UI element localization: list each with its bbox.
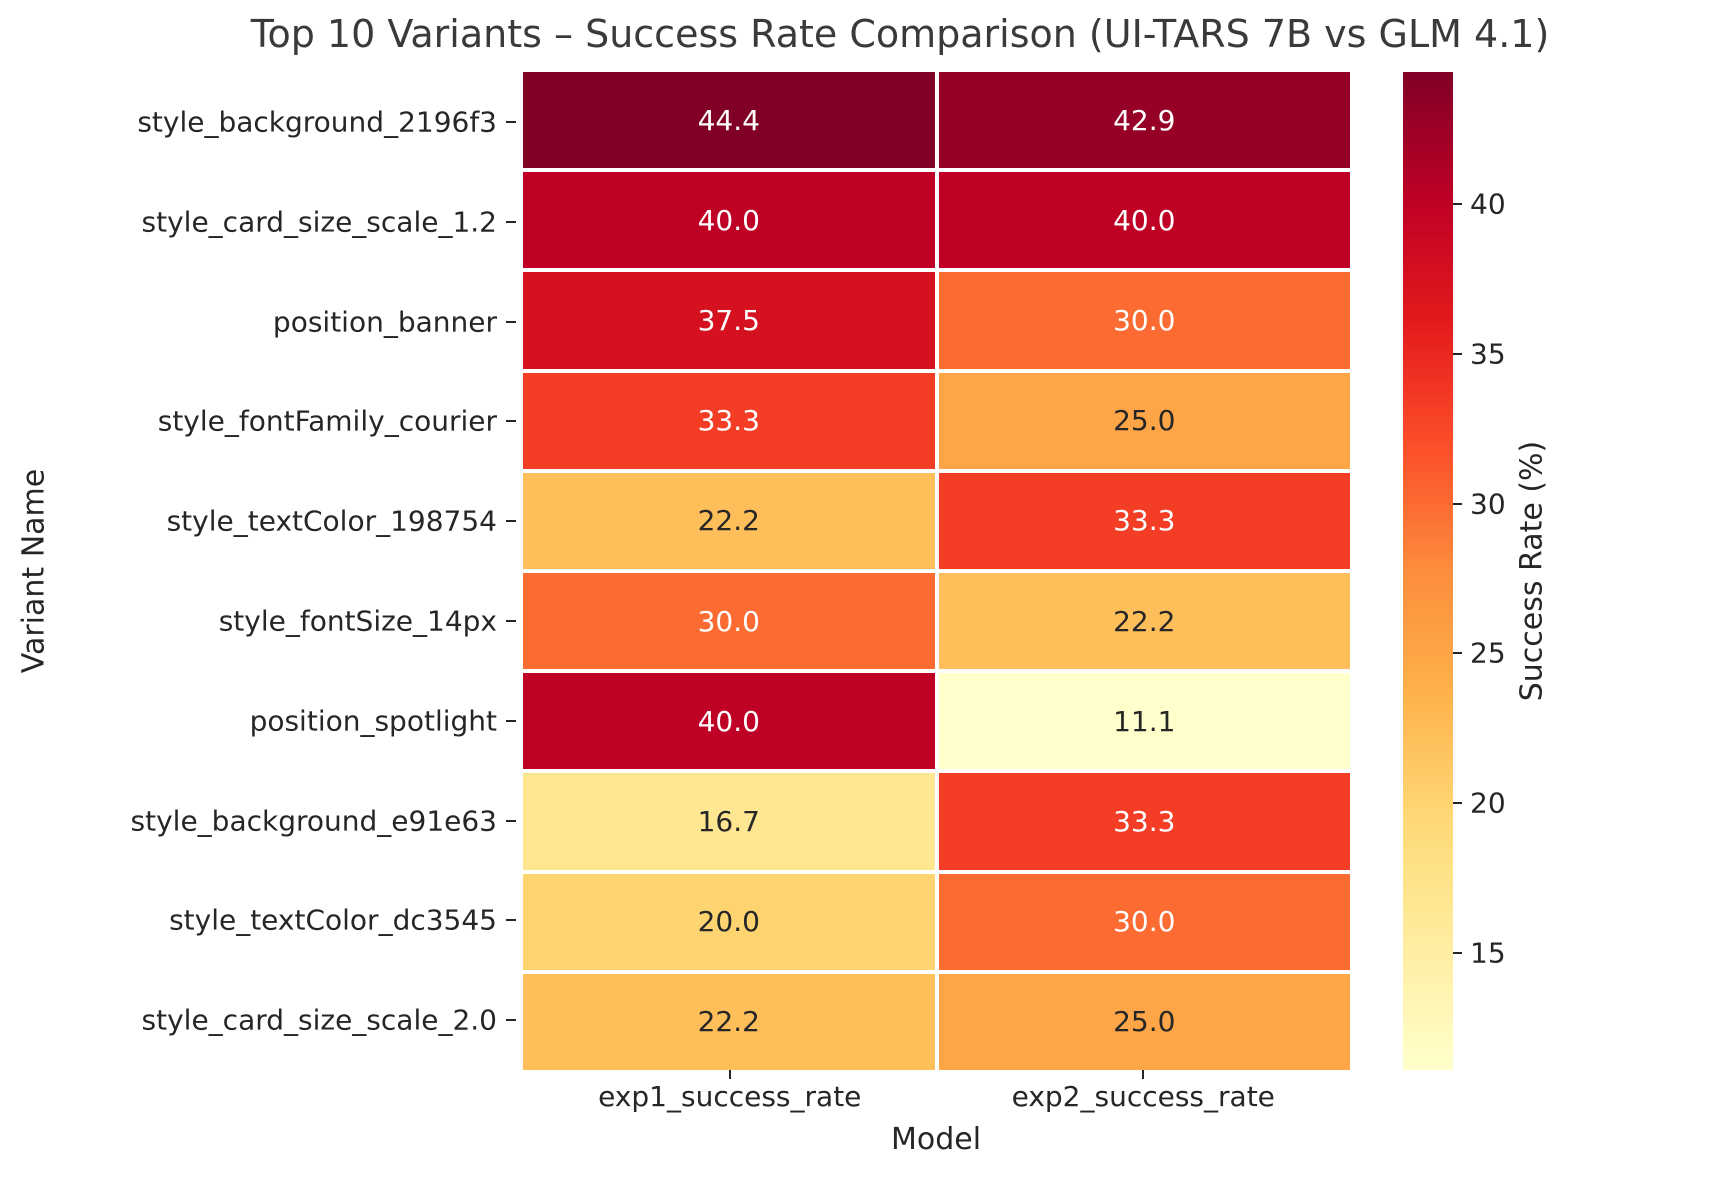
heatmap-grid: 44.4 42.9 40.0 40.0 37.5 30.0 33.3 25.0 22.2 33.3…	[523, 72, 1350, 1070]
y-tick-mark	[506, 520, 516, 523]
colorbar-tick-label-20: 20	[1470, 786, 1506, 820]
row-label-style_textColor_dc3545: style_textColor_dc3545	[169, 903, 497, 937]
heatmap-cell-style_card_size_scale_2.0-exp1_success_rate: 22.2	[523, 973, 935, 1070]
row-label-style_card_size_scale_2.0: style_card_size_scale_2.0	[141, 1003, 497, 1037]
row-label-style_textColor_198754: style_textColor_198754	[166, 504, 497, 538]
column-label-exp2_success_rate: exp2_success_rate	[1011, 1080, 1275, 1113]
x-tick-mark	[728, 1070, 731, 1079]
y-tick-mark	[506, 819, 516, 822]
heatmap-cell-style_card_size_scale_2.0-exp2_success_rate: 25.0	[938, 973, 1350, 1070]
heatmap-cell-style_background_2196f3-exp1_success_rate: 44.4	[523, 72, 935, 169]
heatmap-cell-style_textColor_dc3545-exp1_success_rate: 20.0	[523, 873, 935, 970]
heatmap-cell-style_fontSize_14px-exp2_success_rate: 22.2	[938, 572, 1350, 670]
column-label-exp1_success_rate: exp1_success_rate	[598, 1080, 862, 1113]
y-tick-mark	[506, 220, 516, 223]
heatmap-cell-style_textColor_198754-exp1_success_rate: 22.2	[523, 472, 935, 569]
colorbar-label: Success Rate (%)	[1514, 440, 1550, 702]
heatmap-cell-style_background_2196f3-exp2_success_rate: 42.9	[938, 72, 1350, 169]
chart-title: Top 10 Variants – Success Rate Compariso…	[250, 12, 1550, 56]
heatmap-cell-style_fontFamily_courier-exp2_success_rate: 25.0	[938, 372, 1350, 469]
colorbar-tick-mark	[1453, 502, 1462, 505]
y-tick-mark	[506, 1019, 516, 1022]
heatmap-cell-position_banner-exp1_success_rate: 37.5	[523, 272, 935, 369]
colorbar-tick-mark	[1453, 652, 1462, 655]
heatmap-cell-position_banner-exp2_success_rate: 30.0	[938, 272, 1350, 369]
heatmap-cell-style_card_size_scale_1.2-exp1_success_rate: 40.0	[523, 172, 935, 269]
colorbar-tick-label-35: 35	[1470, 337, 1506, 371]
y-tick-mark	[506, 120, 516, 123]
x-tick-mark	[1142, 1070, 1145, 1079]
heatmap-cell-style_textColor_dc3545-exp2_success_rate: 30.0	[938, 873, 1350, 970]
y-axis-label: Variant Name	[16, 468, 52, 674]
heatmap-cell-style_fontFamily_courier-exp1_success_rate: 33.3	[523, 372, 935, 469]
row-label-style_background_e91e63: style_background_e91e63	[130, 804, 497, 837]
heatmap-cell-position_spotlight-exp2_success_rate: 11.1	[938, 673, 1350, 770]
colorbar-tick-label-15: 15	[1470, 936, 1506, 970]
colorbar-gradient	[1403, 72, 1453, 1070]
x-axis-label: Model	[890, 1122, 982, 1157]
colorbar-tick-label-30: 30	[1470, 487, 1506, 521]
heatmap-cell-style_background_e91e63-exp2_success_rate: 33.3	[938, 773, 1350, 870]
heatmap-cell-style_background_e91e63-exp1_success_rate: 16.7	[523, 773, 935, 870]
y-tick-mark	[506, 320, 516, 323]
row-label-style_background_2196f3: style_background_2196f3	[137, 105, 497, 139]
colorbar-tick-mark	[1453, 952, 1462, 955]
row-label-style_card_size_scale_1.2: style_card_size_scale_1.2	[141, 205, 497, 239]
heatmap-cell-style_fontSize_14px-exp1_success_rate: 30.0	[523, 572, 935, 670]
row-label-style_fontSize_14px: style_fontSize_14px	[218, 604, 497, 638]
heatmap-cell-style_textColor_198754-exp2_success_rate: 33.3	[938, 472, 1350, 569]
heatmap-cell-position_spotlight-exp1_success_rate: 40.0	[523, 673, 935, 770]
colorbar-tick-mark	[1453, 802, 1462, 805]
colorbar-tick-label-40: 40	[1470, 187, 1506, 221]
row-label-position_banner: position_banner	[272, 305, 497, 338]
heatmap-cell-style_card_size_scale_1.2-exp2_success_rate: 40.0	[938, 172, 1350, 269]
y-tick-mark	[506, 919, 516, 922]
colorbar-tick-label-25: 25	[1470, 636, 1506, 670]
colorbar-tick-mark	[1453, 202, 1462, 205]
row-label-style_fontFamily_courier: style_fontFamily_courier	[157, 404, 497, 438]
row-label-position_spotlight: position_spotlight	[249, 704, 497, 738]
y-tick-mark	[506, 420, 516, 423]
colorbar-tick-mark	[1453, 352, 1462, 355]
y-tick-mark	[506, 619, 516, 622]
y-tick-mark	[506, 719, 516, 722]
